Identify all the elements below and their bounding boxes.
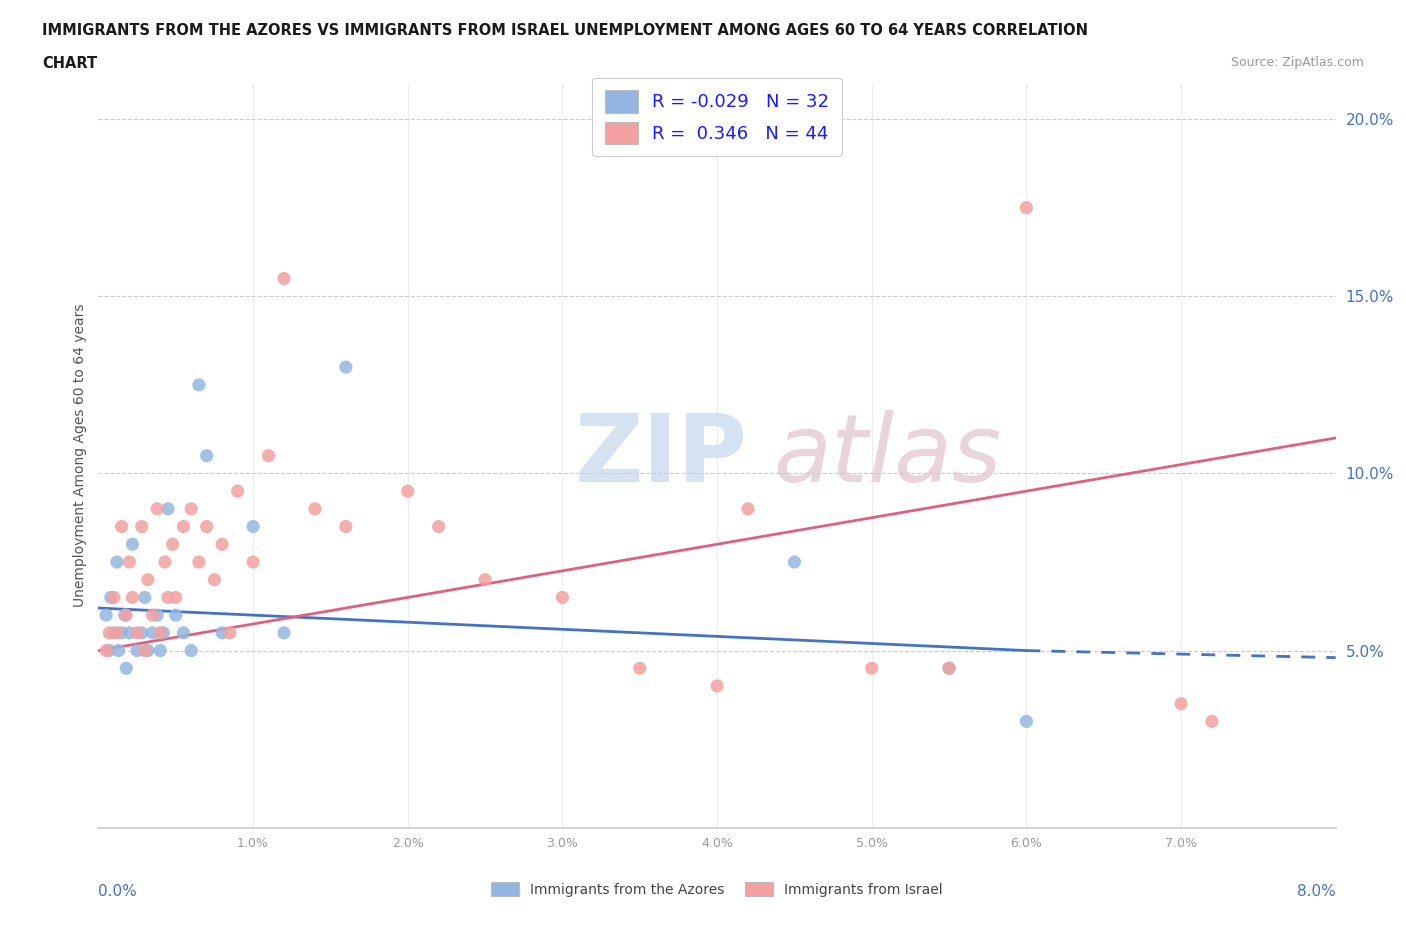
Point xyxy=(304,501,326,516)
Point xyxy=(172,519,194,534)
Point xyxy=(783,554,806,569)
Point xyxy=(737,501,759,516)
Point xyxy=(118,625,141,640)
Point xyxy=(188,378,211,392)
Point xyxy=(1015,714,1038,729)
Point xyxy=(136,572,159,587)
Point xyxy=(1015,200,1038,215)
Point xyxy=(211,537,233,551)
Point xyxy=(273,625,295,640)
Point xyxy=(242,554,264,569)
Point xyxy=(107,644,129,658)
Point xyxy=(98,644,121,658)
Point xyxy=(474,572,496,587)
Text: 0.0%: 0.0% xyxy=(98,884,138,898)
Text: ZIP: ZIP xyxy=(575,410,748,501)
Point xyxy=(141,625,165,640)
Point xyxy=(115,607,138,622)
Point xyxy=(204,572,226,587)
Point xyxy=(396,484,419,498)
Point xyxy=(1201,714,1223,729)
Point xyxy=(100,590,122,604)
Point xyxy=(219,625,242,640)
Point xyxy=(146,607,169,622)
Y-axis label: Unemployment Among Ages 60 to 64 years: Unemployment Among Ages 60 to 64 years xyxy=(73,304,87,607)
Point xyxy=(157,590,180,604)
Point xyxy=(121,590,143,604)
Point xyxy=(131,625,153,640)
Point xyxy=(136,644,159,658)
Point xyxy=(96,607,118,622)
Point xyxy=(105,554,128,569)
Point xyxy=(188,554,211,569)
Text: atlas: atlas xyxy=(773,410,1001,501)
Text: 8.0%: 8.0% xyxy=(1296,884,1336,898)
Point xyxy=(146,501,169,516)
Point xyxy=(162,537,184,551)
Point xyxy=(242,519,264,534)
Point xyxy=(118,554,141,569)
Text: CHART: CHART xyxy=(42,56,97,71)
Point xyxy=(153,554,176,569)
Point xyxy=(131,519,153,534)
Point xyxy=(134,644,156,658)
Point xyxy=(127,644,149,658)
Point xyxy=(195,448,218,463)
Point xyxy=(114,607,136,622)
Point xyxy=(152,625,174,640)
Point xyxy=(149,625,172,640)
Point xyxy=(938,661,960,676)
Point xyxy=(226,484,249,498)
Point xyxy=(335,360,357,375)
Point xyxy=(103,590,125,604)
Point xyxy=(111,519,132,534)
Point xyxy=(96,644,118,658)
Point xyxy=(111,625,132,640)
Point xyxy=(427,519,450,534)
Point xyxy=(551,590,574,604)
Point xyxy=(195,519,218,534)
Point xyxy=(105,625,128,640)
Point xyxy=(134,590,156,604)
Point xyxy=(257,448,280,463)
Point xyxy=(706,679,728,694)
Point xyxy=(103,625,125,640)
Point xyxy=(628,661,651,676)
Point xyxy=(211,625,233,640)
Point xyxy=(149,644,172,658)
Point xyxy=(141,607,165,622)
Point xyxy=(860,661,883,676)
Point xyxy=(273,272,295,286)
Point xyxy=(165,607,187,622)
Point xyxy=(1170,697,1192,711)
Point xyxy=(121,537,143,551)
Text: Source: ZipAtlas.com: Source: ZipAtlas.com xyxy=(1230,56,1364,69)
Point xyxy=(938,661,960,676)
Point xyxy=(335,519,357,534)
Point xyxy=(180,501,202,516)
Point xyxy=(180,644,202,658)
Point xyxy=(172,625,194,640)
Point xyxy=(98,625,121,640)
Point xyxy=(157,501,180,516)
Point xyxy=(165,590,187,604)
Text: IMMIGRANTS FROM THE AZORES VS IMMIGRANTS FROM ISRAEL UNEMPLOYMENT AMONG AGES 60 : IMMIGRANTS FROM THE AZORES VS IMMIGRANTS… xyxy=(42,23,1088,38)
Point xyxy=(115,661,138,676)
Point xyxy=(127,625,149,640)
Legend: Immigrants from the Azores, Immigrants from Israel: Immigrants from the Azores, Immigrants f… xyxy=(485,877,949,903)
